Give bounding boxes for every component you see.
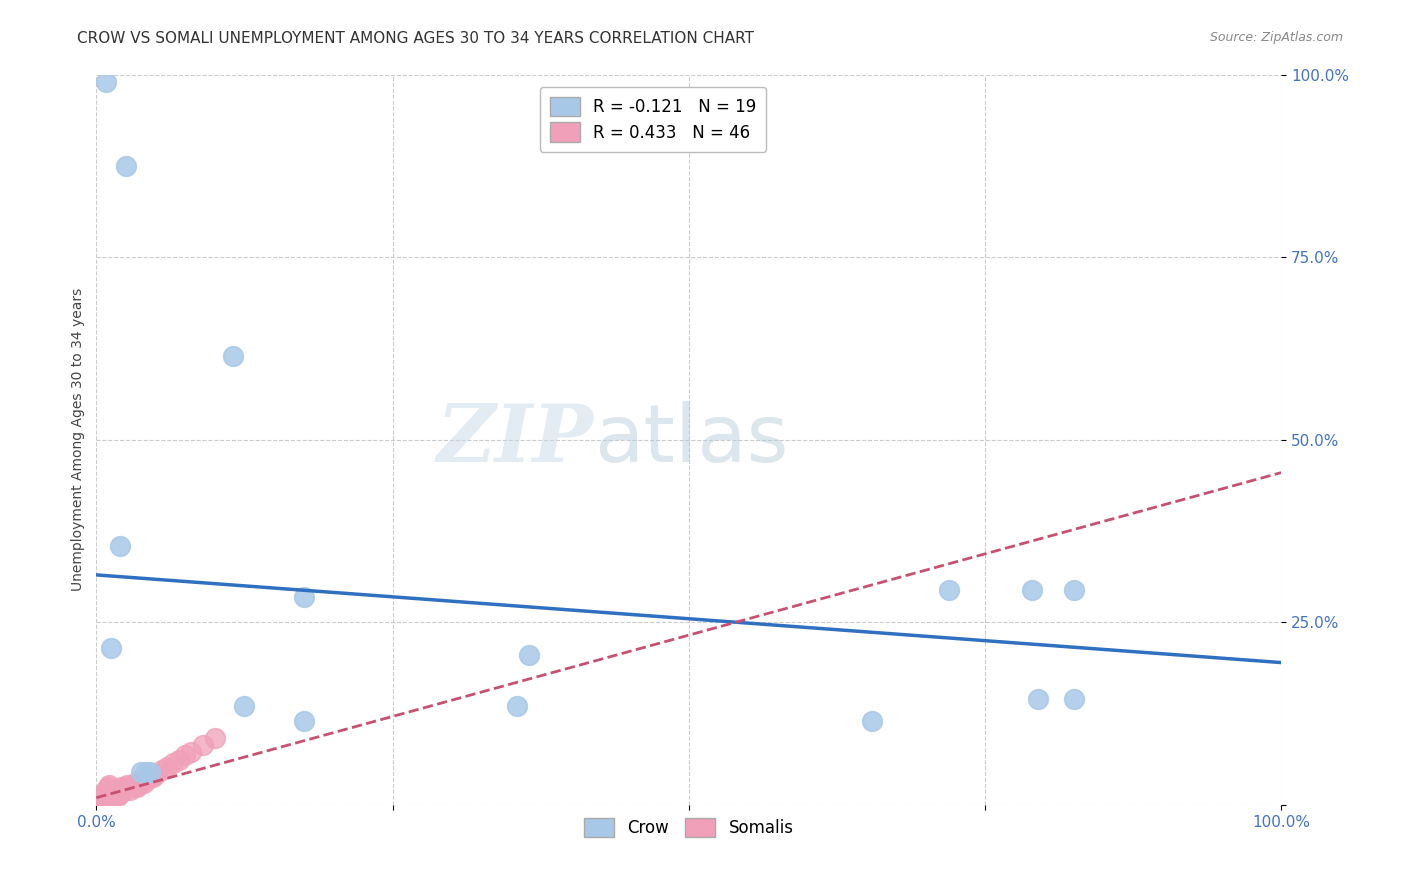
Point bbox=[122, 778, 145, 792]
Text: atlas: atlas bbox=[593, 401, 789, 479]
Point bbox=[91, 789, 114, 804]
Point bbox=[89, 792, 111, 806]
Point bbox=[138, 772, 160, 787]
Point bbox=[938, 582, 960, 597]
Point bbox=[87, 794, 110, 808]
Point bbox=[292, 590, 315, 604]
Point bbox=[124, 776, 146, 790]
Point bbox=[93, 787, 115, 801]
Point bbox=[174, 748, 197, 763]
Point bbox=[105, 783, 128, 797]
Point bbox=[204, 731, 226, 745]
Point bbox=[107, 789, 129, 804]
Point bbox=[162, 756, 184, 770]
Text: CROW VS SOMALI UNEMPLOYMENT AMONG AGES 30 TO 34 YEARS CORRELATION CHART: CROW VS SOMALI UNEMPLOYMENT AMONG AGES 3… bbox=[77, 31, 755, 46]
Point bbox=[233, 699, 256, 714]
Point bbox=[96, 781, 118, 796]
Point bbox=[132, 776, 155, 790]
Point bbox=[100, 640, 122, 655]
Point bbox=[860, 714, 883, 728]
Legend: Crow, Somalis: Crow, Somalis bbox=[576, 812, 800, 844]
Y-axis label: Unemployment Among Ages 30 to 34 years: Unemployment Among Ages 30 to 34 years bbox=[72, 288, 86, 591]
Point bbox=[156, 760, 179, 774]
Point bbox=[1021, 582, 1043, 597]
Point bbox=[94, 75, 117, 89]
Point bbox=[111, 785, 134, 799]
Point bbox=[517, 648, 540, 663]
Point bbox=[138, 765, 160, 780]
Point bbox=[103, 787, 125, 801]
Point bbox=[90, 790, 112, 805]
Point bbox=[139, 769, 162, 783]
Point bbox=[101, 790, 124, 805]
Point bbox=[1063, 692, 1085, 706]
Point bbox=[125, 780, 148, 794]
Point bbox=[118, 783, 141, 797]
Point bbox=[97, 780, 120, 794]
Point bbox=[100, 792, 122, 806]
Point bbox=[108, 783, 131, 797]
Point bbox=[150, 763, 173, 777]
Point bbox=[104, 785, 127, 799]
Point bbox=[115, 780, 138, 794]
Point bbox=[98, 778, 121, 792]
Point bbox=[135, 770, 157, 784]
Point bbox=[1063, 582, 1085, 597]
Point bbox=[135, 765, 157, 780]
Point bbox=[292, 714, 315, 728]
Point bbox=[131, 765, 153, 780]
Point bbox=[110, 780, 132, 794]
Point bbox=[115, 159, 138, 173]
Point bbox=[112, 781, 135, 796]
Point bbox=[93, 785, 115, 799]
Text: ZIP: ZIP bbox=[437, 401, 593, 478]
Point bbox=[506, 699, 529, 714]
Point bbox=[180, 746, 202, 760]
Point bbox=[121, 780, 143, 794]
Point bbox=[100, 794, 122, 808]
Point bbox=[221, 349, 243, 363]
Point bbox=[131, 772, 153, 787]
Point bbox=[127, 774, 149, 789]
Point bbox=[128, 778, 150, 792]
Point bbox=[169, 753, 191, 767]
Point bbox=[1026, 692, 1049, 706]
Point bbox=[94, 783, 117, 797]
Point bbox=[108, 539, 131, 553]
Text: Source: ZipAtlas.com: Source: ZipAtlas.com bbox=[1209, 31, 1343, 45]
Point bbox=[142, 770, 165, 784]
Point bbox=[108, 787, 131, 801]
Point bbox=[145, 767, 167, 781]
Point bbox=[115, 778, 138, 792]
Point bbox=[191, 738, 214, 752]
